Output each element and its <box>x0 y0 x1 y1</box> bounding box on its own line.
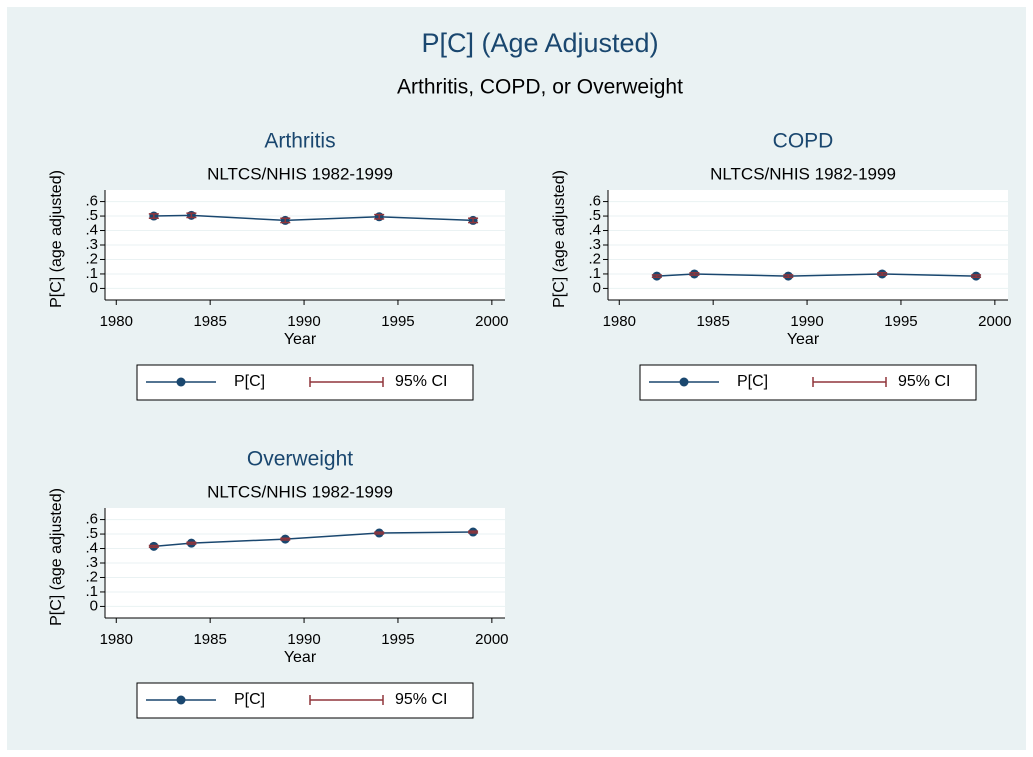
error-bar <box>148 544 159 548</box>
error-bar <box>186 541 197 545</box>
x-tick-label: 1985 <box>696 313 729 330</box>
x-tick-label: 1980 <box>603 313 636 330</box>
error-bar <box>971 274 982 279</box>
y-tick-label: 0 <box>90 279 98 296</box>
legend-label: P[C] <box>234 691 265 708</box>
x-axis-label: Year <box>284 649 317 666</box>
x-tick-label: 1990 <box>287 631 320 648</box>
error-bar <box>280 537 291 541</box>
error-bar <box>468 530 479 534</box>
error-bar <box>689 272 700 276</box>
y-axis-label: P[C] (age adjusted) <box>551 170 568 308</box>
y-tick-label: .5 <box>85 525 98 542</box>
x-tick-label: 1985 <box>193 631 226 648</box>
x-tick-label: 1980 <box>100 631 133 648</box>
y-tick-label: .5 <box>85 207 98 224</box>
y-tick-label: .2 <box>85 568 98 585</box>
y-tick-label: .3 <box>85 554 98 571</box>
x-tick-label: 1980 <box>100 313 133 330</box>
y-tick-label: 0 <box>593 279 601 296</box>
y-axis-label: P[C] (age adjusted) <box>48 170 65 308</box>
y-tick-label: .4 <box>85 539 98 556</box>
x-tick-label: 1995 <box>381 313 414 330</box>
y-tick-label: .2 <box>588 250 601 267</box>
error-bar <box>651 274 662 279</box>
y-tick-label: .1 <box>85 265 98 282</box>
panel-title: Arthritis <box>264 130 335 153</box>
y-tick-label: .3 <box>85 236 98 253</box>
y-tick-label: .1 <box>588 265 601 282</box>
y-tick-label: 0 <box>90 597 98 614</box>
legend-label: 95% CI <box>898 373 950 390</box>
legend-marker <box>679 377 689 387</box>
x-tick-label: 2000 <box>475 631 508 648</box>
error-bar <box>783 274 794 279</box>
y-tick-label: .4 <box>588 221 601 238</box>
error-bar <box>148 213 159 219</box>
x-tick-label: 1990 <box>287 313 320 330</box>
main-subtitle: Arthritis, COPD, or Overweight <box>397 76 683 99</box>
main-title: P[C] (Age Adjusted) <box>421 28 658 58</box>
x-tick-label: 2000 <box>978 313 1011 330</box>
legend-label: P[C] <box>234 373 265 390</box>
panel-title: COPD <box>773 130 834 153</box>
panel-title: Overweight <box>247 448 353 471</box>
y-tick-label: .5 <box>588 207 601 224</box>
error-bar <box>280 217 291 224</box>
error-bar <box>374 531 385 535</box>
legend-label: 95% CI <box>395 691 447 708</box>
y-tick-label: .6 <box>588 193 601 210</box>
x-tick-label: 1995 <box>884 313 917 330</box>
error-bar <box>186 212 197 219</box>
y-tick-label: .3 <box>588 236 601 253</box>
x-tick-label: 1995 <box>381 631 414 648</box>
y-axis-label: P[C] (age adjusted) <box>48 488 65 626</box>
y-tick-label: .6 <box>85 193 98 210</box>
y-tick-label: .6 <box>85 511 98 528</box>
panel-subtitle: NLTCS/NHIS 1982-1999 <box>710 164 896 183</box>
x-axis-label: Year <box>787 331 820 348</box>
y-tick-label: .1 <box>85 583 98 600</box>
x-tick-label: 1990 <box>790 313 823 330</box>
y-tick-label: .2 <box>85 250 98 267</box>
x-axis-label: Year <box>284 331 317 348</box>
error-bar <box>877 272 888 276</box>
error-bar <box>374 213 385 220</box>
error-bar <box>468 217 479 224</box>
legend-marker <box>176 695 186 705</box>
legend-label: 95% CI <box>395 373 447 390</box>
x-tick-label: 1985 <box>193 313 226 330</box>
y-tick-label: .4 <box>85 221 98 238</box>
x-tick-label: 2000 <box>475 313 508 330</box>
legend-label: P[C] <box>737 373 768 390</box>
panel-subtitle: NLTCS/NHIS 1982-1999 <box>207 482 393 501</box>
legend-marker <box>176 377 186 387</box>
panel-subtitle: NLTCS/NHIS 1982-1999 <box>207 164 393 183</box>
